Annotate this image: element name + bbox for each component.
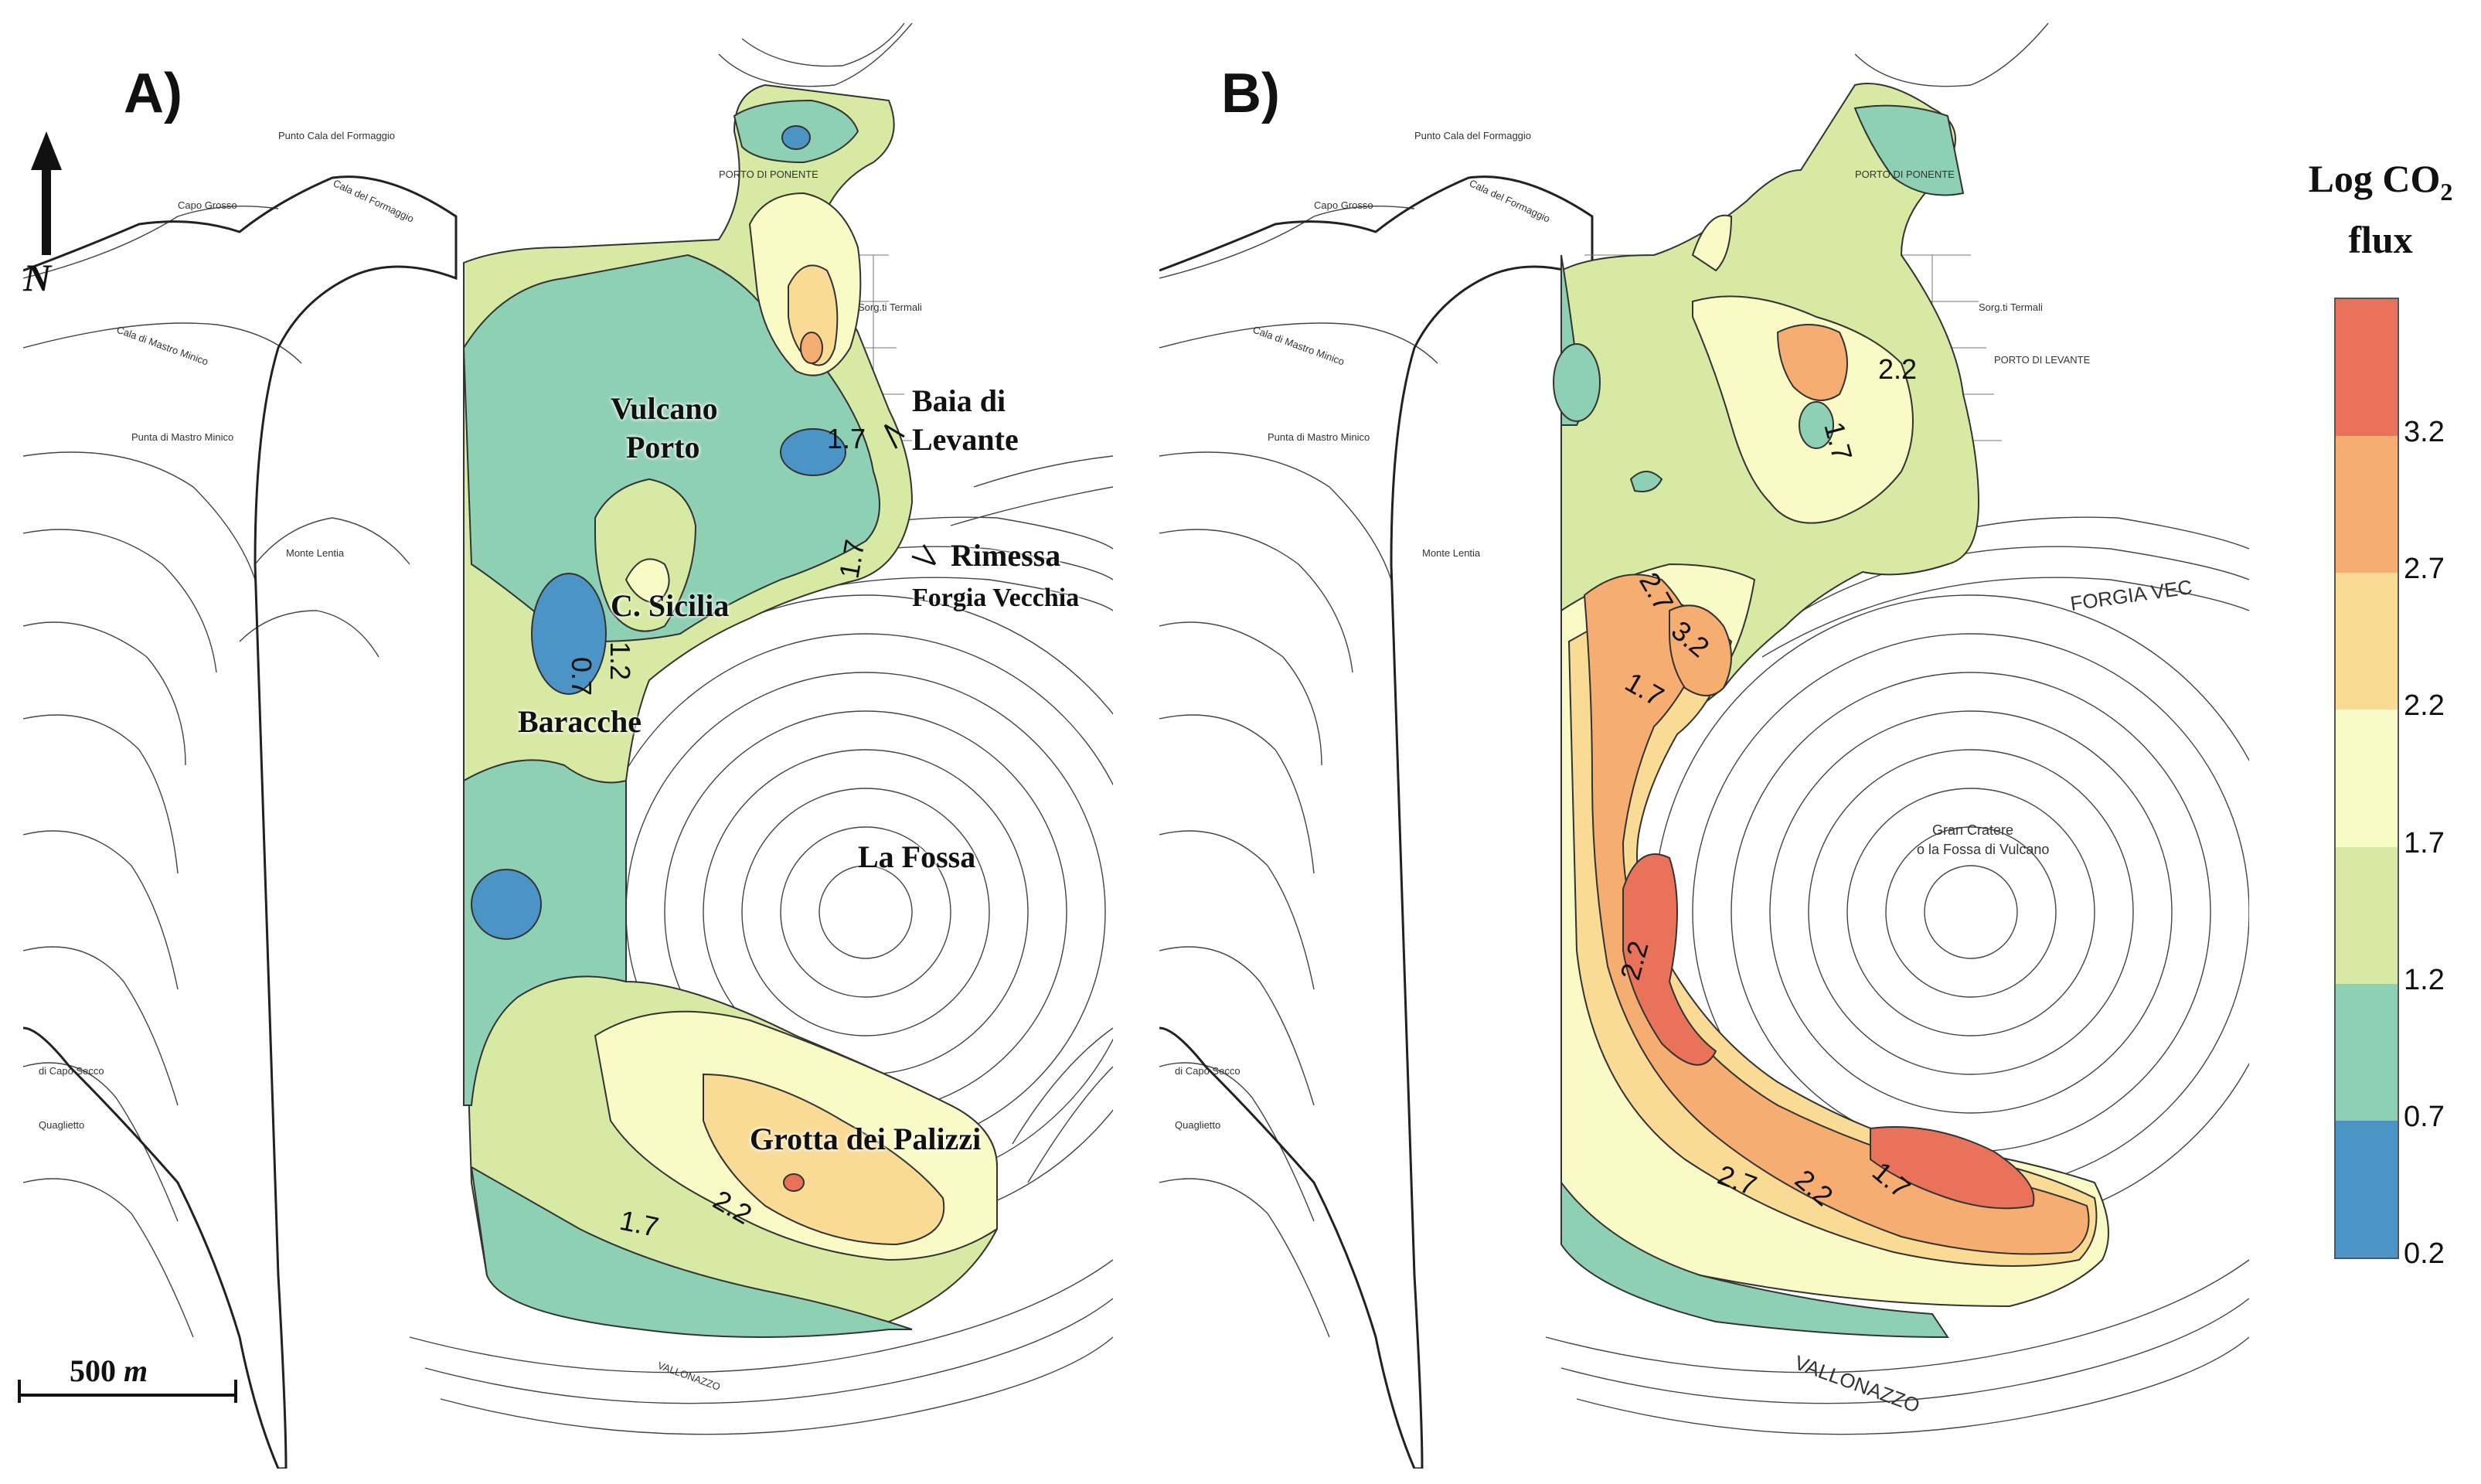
map-panel-a: 1.7 2.2 0.7 1.2 1.7 1.7 Punto Cala del F… — [23, 23, 1113, 1469]
legend-tick-label: 3.2 — [2404, 416, 2445, 449]
place-label: Grotta dei Palizzi — [750, 1122, 982, 1156]
legend-tick-label: 0.7 — [2404, 1100, 2445, 1133]
legend-tick-label: 2.7 — [2404, 553, 2445, 586]
scale-bar — [18, 1380, 237, 1403]
legend-swatch — [2336, 1120, 2398, 1258]
legend-tick-label: 1.2 — [2404, 963, 2445, 996]
place-label: Forgia Vecchia — [912, 584, 1080, 612]
legend-title-text: Log CO — [2308, 157, 2441, 200]
legend-tick-label: 2.2 — [2404, 689, 2445, 723]
map-text: PORTO DI LEVANTE — [1994, 354, 2091, 366]
map-text: Quaglietto — [1175, 1119, 1220, 1131]
map-text: Punto Cala del Formaggio — [278, 130, 395, 141]
legend-swatch — [2336, 299, 2398, 437]
legend-tick-label: 0.2 — [2404, 1237, 2445, 1270]
arrow-icon — [911, 544, 937, 566]
contour-label-a: 1.2 — [604, 642, 636, 680]
map-b-svg: 1.7 2.2 2.7 3.2 1.7 2.2 2.7 2.2 1.7 Punt… — [1159, 23, 2249, 1469]
legend-swatch — [2336, 573, 2398, 710]
flux-zones-b — [1553, 83, 2109, 1339]
map-text: Punta di Mastro Minico — [1268, 431, 1370, 443]
map-text: Gran Cratere — [1932, 822, 2013, 838]
map-text: Capo Grosso — [1314, 199, 1373, 211]
map-panel-b: 1.7 2.2 2.7 3.2 1.7 2.2 2.7 2.2 1.7 Punt… — [1159, 23, 2249, 1469]
legend-swatch — [2336, 710, 2398, 847]
north-arrow-icon — [31, 131, 62, 255]
legend-swatch — [2336, 983, 2398, 1121]
contour-label-a: 1.7 — [827, 423, 866, 454]
coastline-a — [23, 175, 458, 1469]
map-text: Capo Grosso — [178, 199, 237, 211]
map-text: Monte Lentia — [286, 547, 345, 559]
legend-title-unit: flux — [2348, 218, 2413, 261]
legend-color-bar — [2334, 298, 2399, 1259]
map-text: Cala del Formaggio — [1468, 177, 1552, 225]
map-text: di Capo Secco — [39, 1065, 104, 1077]
contour-label-a: 1.7 — [617, 1204, 661, 1244]
contour-label-a: 0.7 — [566, 657, 597, 696]
map-text: VALLONAZZO — [656, 1360, 722, 1393]
flux-zones-a — [462, 83, 998, 1338]
map-text: di Capo Secco — [1175, 1065, 1240, 1077]
scale-label: 500 m — [70, 1353, 148, 1389]
map-text: VALLONAZZO — [1792, 1350, 1923, 1417]
north-label: N — [23, 256, 52, 299]
map-text: o la Fossa di Vulcano — [1917, 842, 2049, 857]
legend-tick-label: 1.7 — [2404, 826, 2445, 859]
map-text: Sorg.ti Termali — [858, 301, 922, 313]
place-label: Porto — [626, 430, 700, 465]
place-label: C. Sicilia — [611, 588, 730, 623]
legend-title-subscript: 2 — [2440, 178, 2453, 206]
legend-swatch — [2336, 846, 2398, 984]
panel-label-b: B) — [1221, 63, 1280, 124]
place-label: Baia di — [912, 383, 1006, 418]
arrow-icon — [883, 424, 905, 449]
map-text: Monte Lentia — [1422, 547, 1481, 559]
map-text: FORGIA VEC — [2069, 575, 2194, 615]
coastline-b — [1159, 175, 1594, 1469]
place-label: Baracche — [518, 704, 642, 739]
contour-label-b: 2.2 — [1878, 353, 1917, 385]
map-text: PORTO DI PONENTE — [1855, 168, 1955, 180]
map-text: Quaglietto — [39, 1119, 84, 1131]
panel-label-a: A) — [124, 63, 182, 124]
place-label: La Fossa — [858, 839, 976, 874]
scale-value: 500 — [70, 1353, 116, 1388]
map-text: Cala del Formaggio — [332, 177, 416, 225]
map-text: Cala di Mastro Minico — [1251, 324, 1346, 368]
map-text: Punto Cala del Formaggio — [1414, 130, 1531, 141]
place-label: Levante — [912, 422, 1019, 457]
place-label: Rimessa — [951, 538, 1061, 573]
contour-label-a: 1.7 — [833, 537, 871, 580]
map-text: PORTO DI PONENTE — [719, 168, 818, 180]
map-text: Cala di Mastro Minico — [115, 324, 210, 368]
map-text: Punta di Mastro Minico — [131, 431, 233, 443]
legend-title: Log CO2 flux — [2280, 155, 2481, 264]
place-label: Vulcano — [611, 391, 718, 426]
scale-unit: m — [124, 1353, 148, 1388]
map-text: Sorg.ti Termali — [1979, 301, 2043, 313]
legend-swatch — [2336, 436, 2398, 574]
map-a-svg: 1.7 2.2 0.7 1.2 1.7 1.7 Punto Cala del F… — [23, 23, 1113, 1469]
